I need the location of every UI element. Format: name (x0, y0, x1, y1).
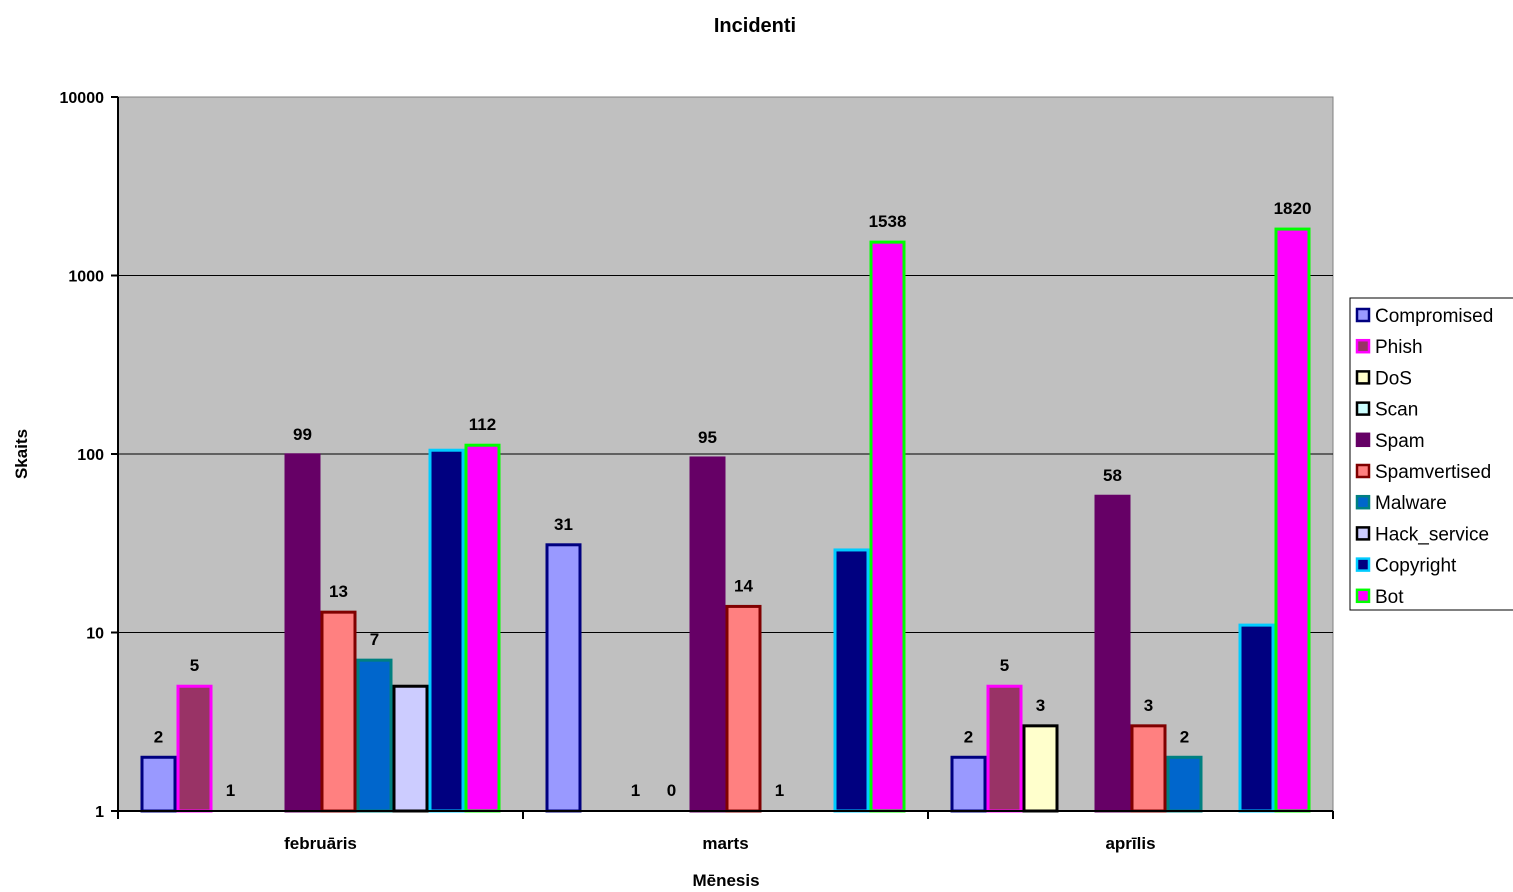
legend-swatch (1355, 401, 1371, 416)
bar (392, 684, 429, 813)
bar (950, 755, 987, 813)
data-label: 5 (190, 656, 199, 675)
x-axis: februāris marts aprīlis (117, 810, 1334, 853)
bar (986, 684, 1023, 813)
legend-swatch (1355, 432, 1371, 448)
y-tick-label: 10000 (60, 90, 105, 107)
bar (869, 240, 906, 813)
data-label: 13 (329, 582, 348, 601)
bar (833, 548, 870, 813)
legend-items: Compromised Phish DoS Scan Spam Spamvertised M… (1355, 306, 1493, 608)
bar (1238, 623, 1275, 813)
data-label: 0 (667, 781, 676, 800)
legend-label: Copyright (1375, 556, 1457, 577)
y-axis: 1 10 100 1000 10000 (60, 90, 119, 821)
bar (140, 755, 177, 813)
data-label: 1 (631, 781, 640, 800)
bar (320, 610, 357, 813)
legend-label: Spamvertised (1375, 462, 1491, 483)
data-label: 58 (1103, 466, 1122, 485)
x-tick-label: februāris (284, 834, 357, 853)
legend-label: Malware (1375, 493, 1447, 514)
y-tick-label: 1 (95, 804, 104, 821)
legend-label: Hack_service (1375, 524, 1489, 545)
bar (1274, 227, 1311, 813)
data-label: 112 (469, 415, 496, 434)
y-tick-label: 1000 (68, 269, 104, 286)
legend-swatch (1355, 557, 1371, 572)
bar (464, 443, 501, 813)
x-tick-label: marts (702, 834, 748, 853)
data-label: 1 (775, 781, 784, 800)
bar (1094, 494, 1131, 813)
legend-label: Scan (1375, 400, 1418, 421)
data-label: 2 (964, 727, 973, 746)
legend-label: Phish (1375, 337, 1423, 358)
data-label: 99 (293, 425, 312, 444)
data-label: 14 (734, 576, 753, 595)
legend-label: Compromised (1375, 306, 1493, 327)
x-axis-label: Mēnesis (692, 871, 759, 890)
bar (1022, 724, 1059, 813)
x-tick-label: aprīlis (1105, 834, 1155, 853)
data-label: 1820 (1274, 199, 1312, 218)
y-tick-label: 100 (77, 447, 104, 464)
legend-label: Bot (1375, 587, 1404, 608)
data-label: 3 (1036, 696, 1045, 715)
data-label: 1 (226, 781, 235, 800)
legend-label: DoS (1375, 368, 1412, 389)
legend-swatch (1355, 463, 1371, 479)
data-label: 31 (554, 515, 573, 534)
bar (176, 684, 213, 813)
data-label: 5 (1000, 656, 1009, 675)
legend-swatch (1355, 338, 1371, 354)
data-label: 2 (1180, 727, 1189, 746)
legend-label: Spam (1375, 431, 1425, 452)
legend-swatch (1355, 588, 1371, 604)
y-tick-label: 10 (86, 626, 104, 643)
bar (725, 604, 762, 813)
bars (140, 227, 1311, 813)
data-label: 7 (370, 630, 379, 649)
legend-swatch (1355, 370, 1371, 385)
bar (428, 448, 465, 813)
bar (356, 658, 393, 813)
bar (545, 543, 582, 813)
bar (689, 456, 726, 813)
bar (1130, 724, 1167, 813)
legend: Compromised Phish DoS Scan Spam Spamvertised M… (1349, 297, 1513, 611)
bar (284, 453, 321, 813)
chart-title: Incidenti (714, 15, 796, 37)
data-label: 95 (698, 428, 717, 447)
y-axis-label: Skaits (12, 429, 31, 479)
legend-swatch (1355, 307, 1371, 323)
legend-swatch (1355, 526, 1371, 541)
legend-box (1349, 297, 1513, 611)
legend-swatch (1355, 494, 1371, 510)
data-label: 3 (1144, 696, 1153, 715)
data-label: 1538 (869, 212, 907, 231)
bar (1166, 755, 1203, 813)
data-label: 2 (154, 727, 163, 746)
